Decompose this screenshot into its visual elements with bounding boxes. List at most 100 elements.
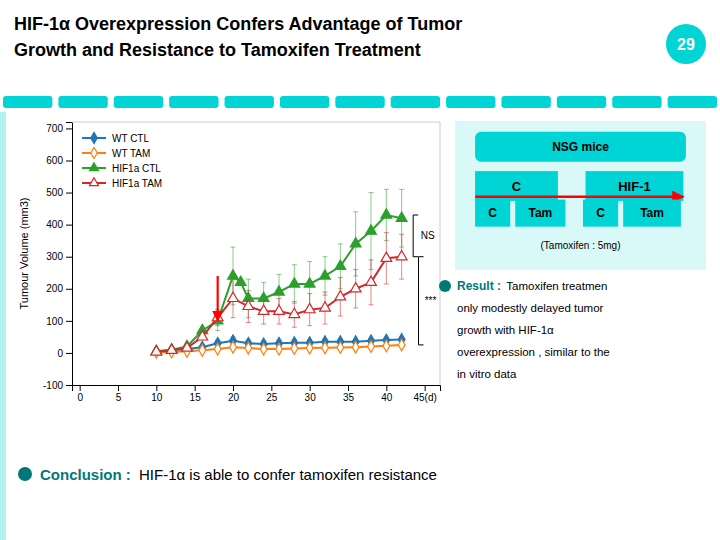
series-point — [306, 342, 313, 354]
x-tick: 45(d) — [413, 385, 436, 403]
series-point — [276, 343, 283, 355]
divider-dash — [668, 96, 717, 108]
series-point — [245, 342, 252, 354]
divider-dash — [225, 96, 274, 108]
legend-item: WT TAM — [82, 147, 150, 158]
error-bar-cap — [292, 327, 297, 328]
slide: HIF-1α Overexpression Confers Advantage … — [0, 0, 720, 540]
diagram-header-label: NSG mice — [552, 140, 609, 154]
y-tick-mark — [66, 353, 72, 354]
annotation-text: NS — [421, 230, 435, 241]
slide-number: 29 — [677, 36, 695, 53]
series-point — [291, 343, 298, 355]
diagram-arm-label: C — [596, 206, 605, 220]
conclusion-bullet — [18, 467, 32, 481]
series-point — [383, 340, 390, 352]
x-axis-line — [73, 386, 441, 392]
annotation-bracket — [419, 257, 424, 345]
series-point — [350, 283, 361, 292]
series-point — [350, 238, 361, 247]
error-bar-cap — [353, 211, 358, 212]
y-tick: 700 — [46, 123, 72, 134]
y-tick-label: 100 — [46, 316, 63, 327]
left-border — [0, 112, 6, 540]
series-point — [260, 343, 267, 355]
error-bar-cap — [353, 269, 358, 270]
x-tick: 30 — [305, 385, 317, 403]
y-tick: 0 — [57, 348, 72, 359]
series-point — [289, 278, 300, 287]
y-tick: 500 — [46, 187, 72, 198]
divider — [3, 96, 717, 108]
x-tick: 0 — [77, 385, 83, 403]
x-tick-mark — [156, 385, 157, 391]
annotation-bracket — [413, 215, 418, 257]
result-text: only modestly delayed tumor — [457, 302, 604, 314]
slide-number-badge — [666, 24, 706, 64]
legend: WT CTLWT TAMHIF1a CTLHIF1a TAM — [82, 132, 162, 188]
x-axis: 051015202530354045(d) — [73, 385, 441, 403]
series-point — [398, 339, 405, 351]
legend-item: WT CTL — [82, 132, 149, 143]
conclusion-text: HIF-1α is able to confer tamoxifen resis… — [139, 466, 437, 483]
x-tick-label: 45(d) — [413, 392, 436, 403]
plot-background — [72, 122, 440, 385]
series-point — [151, 346, 162, 355]
diagram-group-label: HIF-1 — [618, 179, 651, 194]
series-point — [381, 209, 392, 218]
error-bar-cap — [369, 304, 374, 305]
series-point — [197, 331, 208, 340]
conclusion-label: Conclusion : — [40, 466, 135, 483]
series-point — [274, 286, 285, 295]
series-point — [235, 276, 246, 285]
title: HIF-1α Overexpression Confers Advantage … — [14, 14, 462, 34]
annotation-arrow — [217, 276, 219, 321]
y-tick-label: 700 — [46, 123, 63, 134]
x-tick: 5 — [116, 385, 122, 403]
divider-dash — [446, 96, 495, 108]
legend-label: HIF1a CTL — [112, 163, 161, 174]
y-tick: 100 — [46, 316, 72, 327]
y-axis: -1000100200300400500600700 — [43, 123, 73, 391]
error-bar-cap — [369, 192, 374, 193]
series-point — [214, 343, 221, 355]
series-line — [156, 257, 401, 352]
series-point — [304, 278, 315, 287]
x-tick-label: 5 — [116, 392, 122, 403]
x-tick-label: 0 — [77, 392, 83, 403]
series-point — [166, 344, 177, 353]
y-tick-mark — [66, 193, 72, 194]
diagram-panel — [455, 121, 706, 270]
error-bar-cap — [384, 232, 389, 233]
error-bar-cap — [246, 322, 251, 323]
series-point — [228, 270, 239, 279]
result-bullet — [439, 280, 451, 292]
error-bar-cap — [292, 264, 297, 265]
y-tick-label: 300 — [46, 251, 63, 262]
x-tick-label: 25 — [266, 392, 278, 403]
series-point — [335, 260, 346, 269]
y-tick: -100 — [43, 380, 72, 391]
error-bars — [215, 233, 404, 328]
series-point — [182, 342, 193, 351]
diagram-arm-label: C — [488, 206, 497, 220]
x-tick-mark — [118, 385, 119, 391]
diagram-group-label: C — [512, 179, 522, 194]
y-tick: 400 — [46, 219, 72, 230]
result-text: in vitro data — [457, 368, 517, 380]
error-bar-cap — [261, 324, 266, 325]
error-bar-cap — [215, 330, 220, 331]
error-bar-cap — [399, 279, 404, 280]
y-tick: 200 — [46, 283, 72, 294]
series-point — [366, 225, 377, 234]
error-bar-cap — [338, 316, 343, 317]
error-bars — [215, 189, 404, 330]
y-tick-label: 500 — [46, 187, 63, 198]
y-tick-mark — [66, 257, 72, 258]
series-point — [304, 303, 315, 312]
diagram-arm-box — [583, 200, 618, 227]
divider-dash — [391, 96, 440, 108]
x-tick-mark — [386, 385, 387, 391]
error-bar-cap — [277, 298, 282, 299]
result-text: growth with HIF-1α — [457, 324, 554, 336]
